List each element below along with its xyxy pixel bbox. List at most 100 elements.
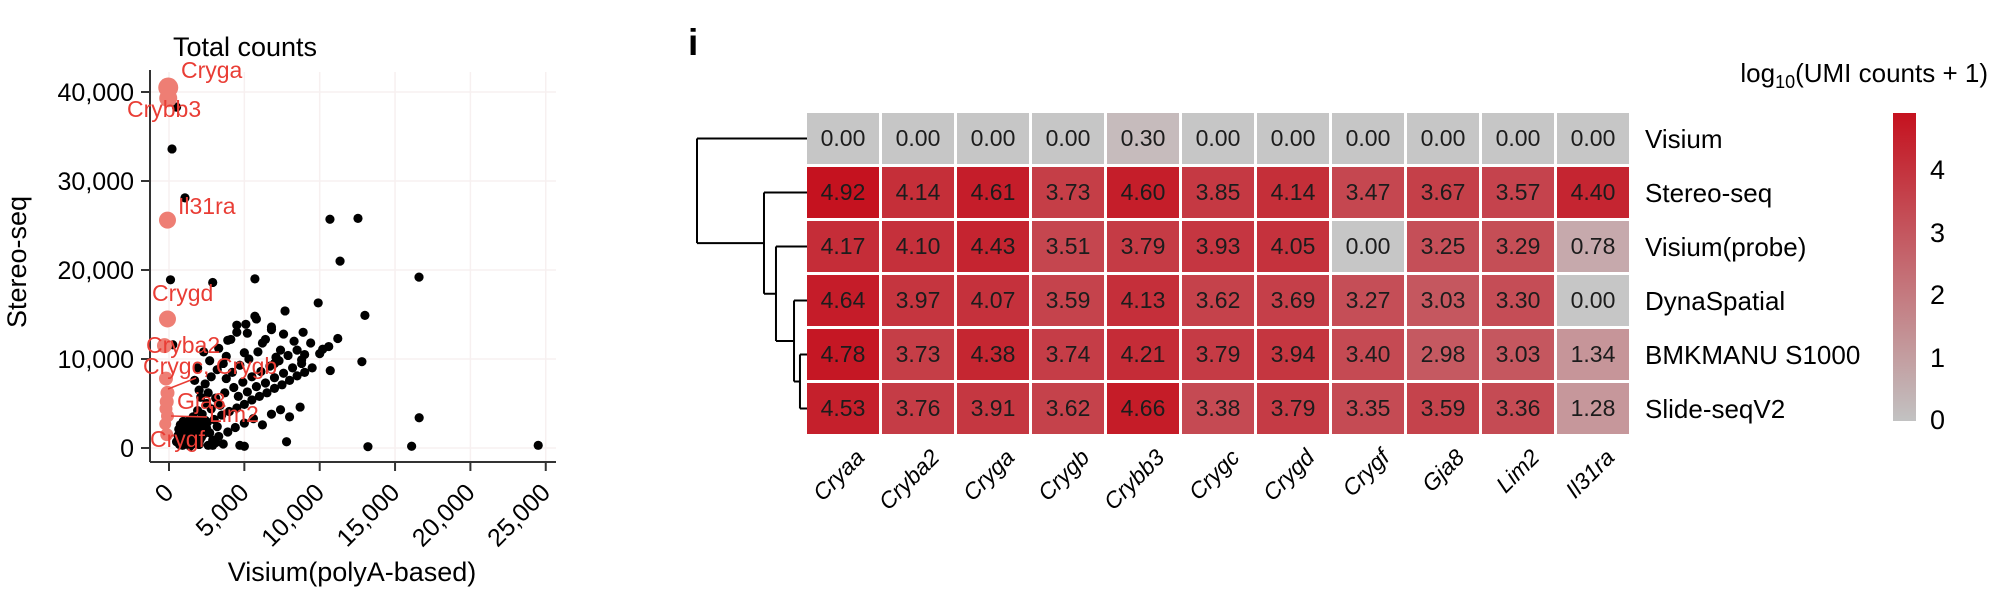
data-point [256,366,266,377]
data-point [333,333,343,344]
data-point [292,371,302,381]
gene-label: Crygc, Crygb [143,353,277,379]
data-point [262,388,272,398]
data-point [190,375,200,385]
panel-label: i [688,22,699,63]
data-point [257,420,268,430]
heatmap-cell: 4.92 [807,167,879,218]
data-point [251,381,262,392]
heatmap-cell: 3.59 [1407,383,1479,434]
heatmap-cell: 4.66 [1107,383,1179,434]
y-tick-label: 0 [120,435,134,463]
heatmap-cell: 3.51 [1032,221,1104,272]
data-point [203,388,213,398]
heatmap-cell: 0.00 [807,113,879,164]
data-point [232,327,242,337]
heatmap-cell: 3.36 [1482,383,1554,434]
heatmap-cell: 0.00 [1332,113,1404,164]
heatmap-cell: 3.91 [957,383,1029,434]
data-point [360,310,370,320]
highlight-point [159,402,173,416]
data-point [335,256,345,266]
heatmap-cell: 1.28 [1557,383,1629,434]
data-point [280,306,290,316]
data-point [269,373,280,383]
data-point [181,424,191,434]
heatmap-cell: 0.00 [1257,113,1329,164]
heatmap-cell: 0.78 [1557,221,1629,272]
data-point [196,427,207,437]
x-tick-label: 0 [150,478,180,508]
heatmap-cell: 3.69 [1257,275,1329,326]
data-point [266,322,277,332]
gene-label: Gja8 [177,388,226,414]
data-point [212,422,222,432]
data-point [212,365,222,375]
heatmap-cell: 4.43 [957,221,1029,272]
heatmap-cell: 4.17 [807,221,879,272]
heatmap-cell: 4.61 [957,167,1029,218]
heatmap-cell: 4.64 [807,275,879,326]
gene-label: Cryba2 [146,332,220,358]
data-point [313,298,323,308]
heatmap-cell: 3.27 [1332,275,1404,326]
data-point [196,392,206,402]
data-point [214,343,224,353]
heatmap-cell: 0.00 [1482,113,1554,164]
heatmap-row-label: BMKMANU S1000 [1645,339,1861,370]
x-tick-label: 25,000 [482,478,556,552]
data-point [230,422,240,433]
data-point [278,329,289,339]
heatmap-cell: 4.14 [1257,167,1329,218]
heatmap-cell: 3.38 [1182,383,1254,434]
colorbar-tick-label: 0 [1930,405,1946,435]
y-tick-label: 30,000 [58,168,134,196]
heatmap-grid: 0.00 0.00 0.00 0.00 0.30 0.00 0.00 0.00 0.00 0.00… [807,113,1629,434]
heatmap-cell: 4.60 [1107,167,1179,218]
data-point [247,372,257,382]
colorbar-tick-label: 3 [1930,217,1946,248]
data-point [224,406,234,417]
heatmap-cell: 3.03 [1407,275,1479,326]
data-point [223,427,233,437]
heatmap-cell: 4.40 [1557,167,1629,218]
data-point [250,274,260,284]
heatmap-row-label: Stereo-seq [1645,177,1773,208]
data-point [211,393,221,403]
highlight-point [158,310,176,328]
data-point [318,344,328,354]
heatmap-cell: 4.21 [1107,329,1179,380]
data-point [165,275,176,285]
data-point [414,413,424,423]
data-point [284,375,295,385]
data-point [235,440,245,450]
data-point [242,387,252,397]
heatmap-column-label: Cryga [957,444,1020,506]
data-point [260,378,271,388]
heatmap-cell: 3.94 [1257,329,1329,380]
heatmap-cell: 3.79 [1182,329,1254,380]
heatmap-cell: 3.97 [882,275,954,326]
data-point [215,400,225,410]
heatmap-cell: 3.57 [1482,167,1554,218]
data-point [227,367,237,377]
heatmap-cell: 3.79 [1107,221,1179,272]
heatmap-cell: 4.78 [807,329,879,380]
heatmap-cell: 1.34 [1557,329,1629,380]
data-point [363,442,373,452]
colorbar-tick-label: 1 [1930,342,1946,373]
heatmap-column-label: Crygb [1032,444,1095,506]
data-point [533,440,543,450]
heatmap-column-label: Cryba2 [873,444,945,515]
highlight-point [160,428,174,442]
heatmap-cell: 3.62 [1182,275,1254,326]
heatmap-cell: 4.53 [807,383,879,434]
data-point [205,356,215,366]
heatmap-cell: 3.74 [1032,329,1104,380]
data-point [239,418,249,428]
data-point [275,405,286,415]
heatmap-cell: 0.00 [1557,275,1629,326]
data-point [194,385,204,395]
y-axis-title: Stereo-seq [2,196,32,328]
